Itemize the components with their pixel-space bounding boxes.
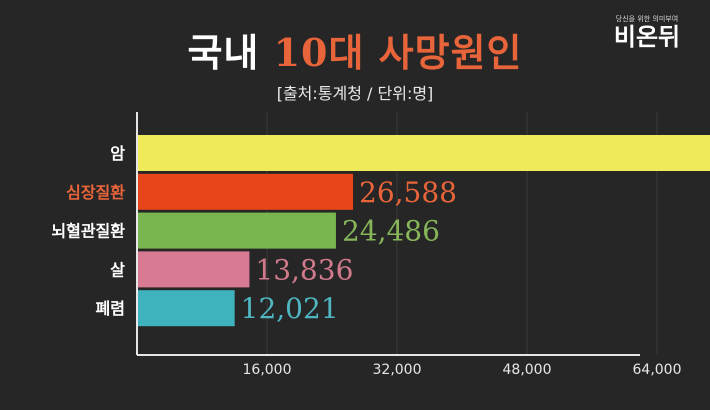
- category-label-3: 살: [110, 260, 125, 279]
- value-label-4: 12,021: [241, 292, 339, 325]
- chart-title: 국내 10대 사망원인: [0, 22, 710, 77]
- value-label-3: 13,836: [255, 253, 353, 286]
- chart-title-part1: 국내: [187, 30, 274, 75]
- value-label-2: 24,486: [342, 215, 440, 248]
- category-label-4: 폐렴: [96, 299, 125, 318]
- bar-1: [137, 173, 354, 210]
- chart-subtitle: [출처:통계청 / 단위:명]: [276, 84, 434, 103]
- channel-logo: 당신을 위한 의미부여 비온뒤: [602, 14, 692, 50]
- category-label-0: 암: [110, 144, 125, 163]
- bar-2: [137, 212, 336, 249]
- logo-name: 비온뒤: [613, 23, 681, 51]
- x-tick-label-2: 48,000: [503, 362, 552, 378]
- value-label-1: 26,588: [359, 176, 457, 209]
- bar-4: [137, 290, 235, 327]
- logo-tagline: 당신을 위한 의미부여: [615, 15, 679, 23]
- x-tick-label-1: 32,000: [373, 362, 422, 378]
- x-tick-label-3: 64,000: [633, 362, 682, 378]
- chart-title-part2: 10대 사망원인: [273, 30, 523, 75]
- bar-3: [137, 251, 250, 288]
- bar-0: [137, 135, 710, 171]
- category-label-2: 뇌혈관질환: [51, 222, 125, 241]
- category-label-1: 심장질환: [66, 183, 125, 202]
- x-tick-label-0: 16,000: [243, 362, 292, 378]
